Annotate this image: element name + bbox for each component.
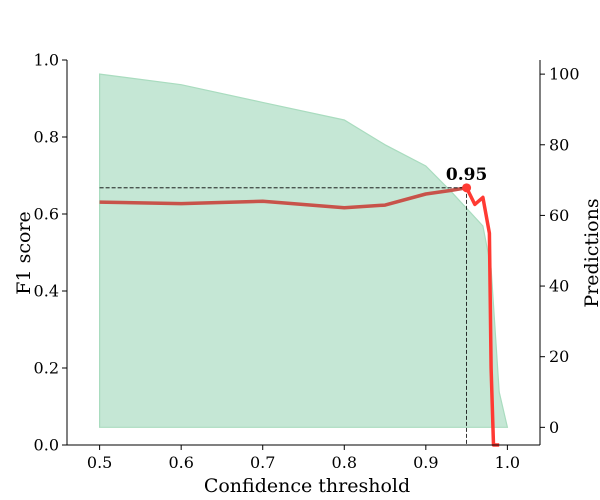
label-layer: Confidence threshold F1 score Prediction… xyxy=(13,165,600,497)
y-tick-label: 0.8 xyxy=(34,128,59,147)
y-tick-label: 0.0 xyxy=(34,436,59,455)
threshold-guide-layer xyxy=(99,183,472,445)
y-tick-label: 0.2 xyxy=(34,359,59,378)
f1-score-line xyxy=(99,186,467,210)
x-tick-label: 0.7 xyxy=(250,453,275,472)
y-tick-label: 0.4 xyxy=(34,282,59,301)
predictions-area-layer xyxy=(99,73,509,428)
x-axis-title: Confidence threshold xyxy=(204,475,410,497)
y-tick-label: 0.6 xyxy=(34,205,59,224)
y2-tick-label: 0 xyxy=(549,418,559,437)
y2-tick-label: 100 xyxy=(549,65,580,84)
x-tick-label: 0.9 xyxy=(413,453,438,472)
predictions-area xyxy=(99,73,509,428)
y-axis-title: F1 score xyxy=(13,211,35,294)
y2-tick-label: 40 xyxy=(549,277,569,296)
best-threshold-marker xyxy=(462,183,472,193)
x-tick-label: 0.8 xyxy=(332,453,357,472)
x-tick-label: 0.6 xyxy=(168,453,193,472)
y-tick-label: 1.0 xyxy=(34,51,59,70)
y2-axis-title: Predictions xyxy=(581,198,600,307)
y2-tick-label: 20 xyxy=(549,347,569,366)
y2-tick-label: 80 xyxy=(549,135,569,154)
y2-tick-label: 60 xyxy=(549,206,569,225)
x-tick-label: 0.5 xyxy=(87,453,112,472)
threshold-annotation: 0.95 xyxy=(446,165,487,185)
x-tick-label: 1.0 xyxy=(495,453,520,472)
axes-layer: 0.5 0.6 0.7 0.8 0.9 1.0 0.0 0.2 0.4 0.6 0.8 1.0 0 20 4… xyxy=(34,51,580,473)
